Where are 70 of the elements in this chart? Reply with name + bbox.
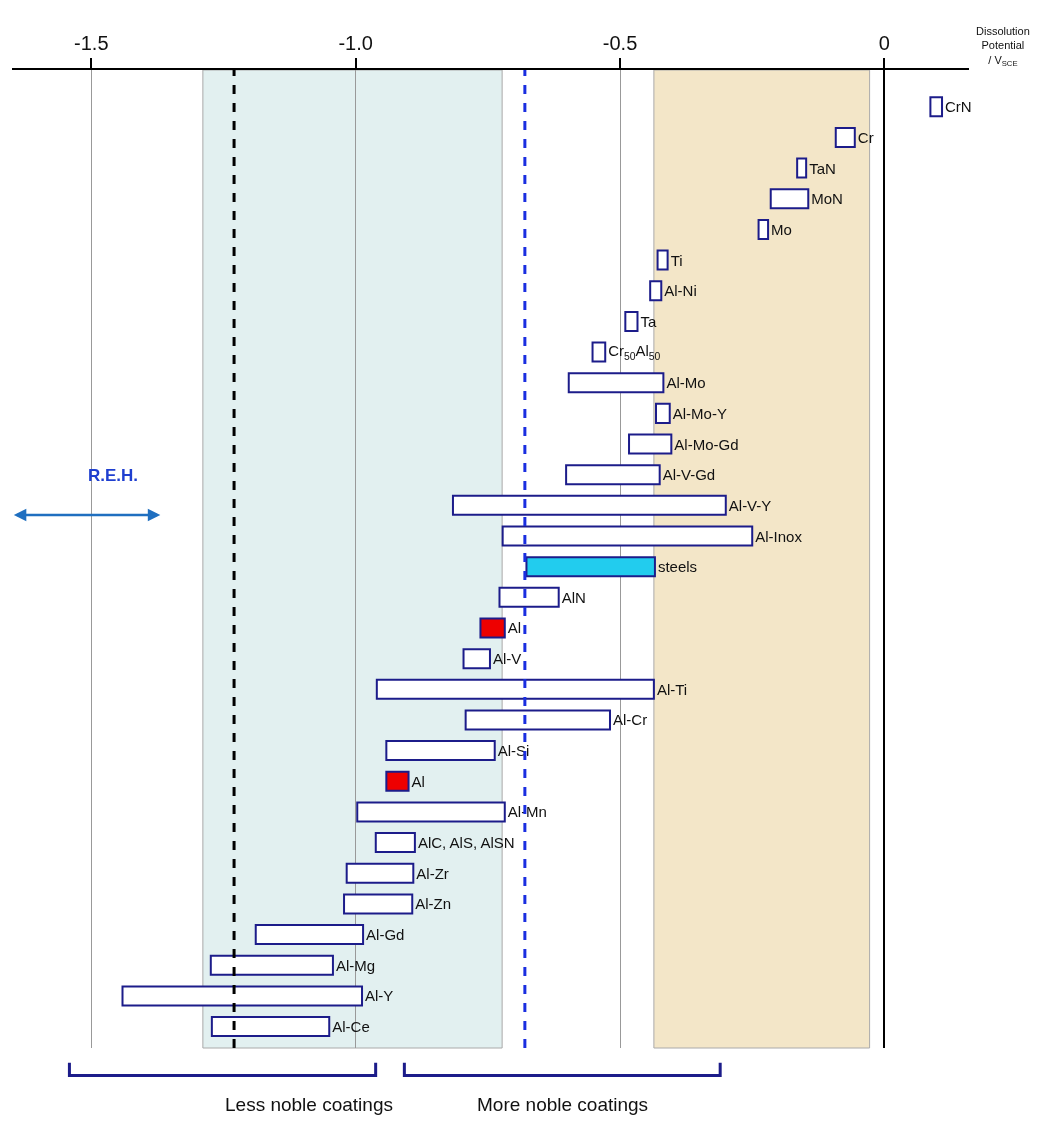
bar [374,832,416,854]
bar [591,341,607,363]
x-tick-label: -1.0 [338,32,373,54]
y-tick-label: AlC, AlS, AlSN [417,834,515,852]
annotation: R.E.H. [88,466,139,485]
y-tick-label: Al-Y [365,987,394,1005]
y-tick-label: Mo [771,220,792,238]
y-tick-label: Al-Mo [666,374,706,392]
x-tick-label: -0.5 [602,32,638,54]
y-tick-label: Al-Zn [415,895,452,913]
bar [462,648,491,670]
bar [567,372,665,394]
bar [385,770,410,792]
bar [796,157,808,179]
x-tick-label: -1.5 [74,32,109,54]
y-tick-label: Al-Mo-Gd [674,435,739,453]
y-tick-label: Al-Mg [335,956,376,974]
y-tick-label: Al-Mn [507,803,547,821]
bar [479,617,506,639]
bar [769,188,810,210]
bar [121,985,364,1007]
bar [624,310,639,332]
bar [254,924,365,946]
bar [757,218,770,240]
y-tick-label: Al-Cr [612,711,648,729]
y-tick-label: CrN [945,98,972,116]
x-tick-label: 0 [878,32,890,54]
y-tick-label: TaN [809,159,836,177]
y-tick-label: Al [507,619,522,637]
bar [656,249,669,271]
bar [498,586,560,608]
y-tick-label: Al-Ce [332,1018,370,1036]
bar [525,556,656,578]
y-tick-label: Al-Mo-Y [672,404,727,422]
y-tick-label: Al-V [492,650,522,668]
bar [343,893,414,915]
y-tick-label: Al-Ti [656,680,688,698]
bar [628,433,673,455]
y-tick-label: Ta [640,312,657,330]
y-tick-label: Al-Inox [755,527,803,545]
bar [209,954,334,976]
y-tick-label: Al-V-Gd [662,466,716,484]
bar [385,740,496,762]
y-tick-label: Cr$_{50}$Al$_{50}$ [608,343,661,362]
bar [834,126,856,148]
y-tick-label: Al-Ni [664,282,697,300]
y-tick-label: steels [657,558,698,576]
bar [929,96,944,118]
y-tick-label: Ti [670,251,683,269]
y-tick-label: Al-Si [497,742,530,760]
x-axis-title: Dissolution Potential / V$_{SCE}$ [976,25,1030,68]
y-tick-label: MoN [811,190,843,208]
bar [654,402,671,424]
bar [210,1016,331,1038]
bar [464,709,611,731]
bar [345,862,415,884]
y-tick-label: Al [411,772,425,790]
bar [375,678,655,700]
y-tick-label: Al-Zr [416,864,449,882]
y-tick-label: Cr [857,128,874,146]
bar [451,494,727,516]
y-tick-label: Al-Gd [366,926,405,944]
y-tick-label: Al-V-Y [728,496,772,514]
bar [565,464,661,486]
text: Less noble coatings [225,1094,393,1115]
bar [649,280,663,302]
y-tick-label: AlN [561,588,586,606]
text: More noble coatings [477,1094,649,1115]
bar [356,801,506,823]
bar [501,525,754,547]
